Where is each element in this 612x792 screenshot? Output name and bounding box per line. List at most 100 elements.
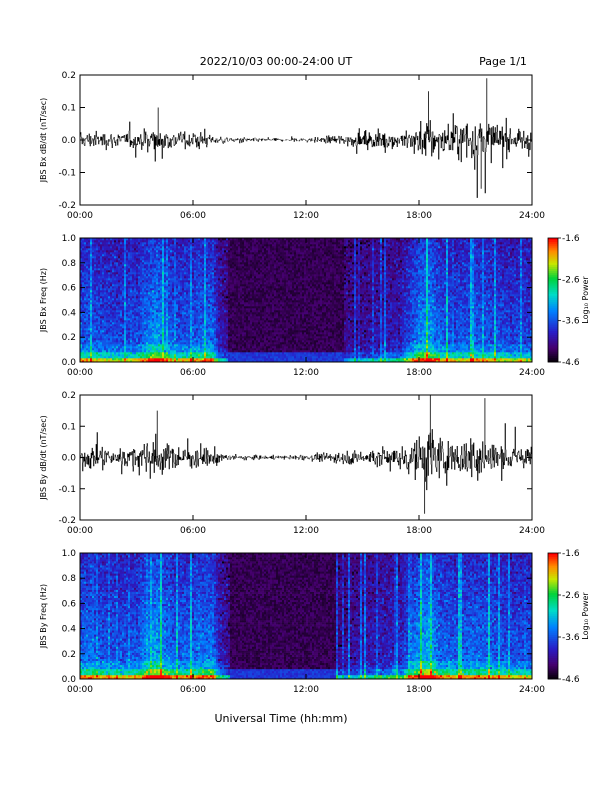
spectrogram-cell [94,342,96,344]
spectrogram-cell [230,256,232,258]
spectrogram-cell [208,290,210,292]
spectrogram-cell [230,290,232,292]
spectrogram-cell [174,322,176,324]
spectrogram-cell [188,306,190,308]
spectrogram-cell [216,302,218,304]
spectrogram-cell [138,270,140,272]
spectrogram-cell [198,280,200,282]
spectrogram-cell [138,266,140,268]
spectrogram-cell [128,300,130,302]
spectrogram-cell [138,302,140,304]
spectrogram-cell [238,354,240,356]
spectrogram-cell [234,312,236,314]
spectrogram-cell [128,292,130,294]
spectrogram-cell [182,356,184,358]
spectrogram-cell [112,328,114,330]
spectrogram-cell [108,268,110,270]
spectrogram-cell [154,348,156,350]
spectrogram-cell [98,354,100,356]
spectrogram-cell [208,320,210,322]
spectrogram-cell [126,264,128,266]
spectrogram-cell [138,312,140,314]
spectrogram-cell [198,246,200,248]
spectrogram-cell [112,338,114,340]
spectrogram-cell [98,310,100,312]
spectrogram-cell [86,332,88,334]
spectrogram-cell [162,348,164,350]
spectrogram-cell [176,314,178,316]
spectrogram-cell [170,290,172,292]
spectrogram-cell [182,264,184,266]
spectrogram-cell [154,320,156,322]
spectrogram-cell [126,314,128,316]
spectrogram-cell [230,296,232,298]
spectrogram-cell [238,290,240,292]
spectrogram-cell [104,242,106,244]
spectrogram-cell [214,346,216,348]
spectrogram-cell [82,252,84,254]
spectrogram-cell [214,242,216,244]
spectrogram-cell [224,272,226,274]
spectrogram-cell [108,276,110,278]
spectrogram-cell [170,348,172,350]
spectrogram-cell [92,310,94,312]
spectrogram-cell [196,296,198,298]
spectrogram-cell [174,296,176,298]
spectrogram-cell [120,280,122,282]
spectrogram-cell [90,246,92,248]
spectrogram-cell [102,322,104,324]
spectrogram-cell [200,292,202,294]
spectrogram-cell [136,334,138,336]
spectrogram-cell [236,266,238,268]
spectrogram-cell [232,316,234,318]
spectrogram-cell [226,322,228,324]
spectrogram-cell [114,336,116,338]
spectrogram-cell [134,248,136,250]
spectrogram-cell [218,284,220,286]
spectrogram-cell [238,286,240,288]
spectrogram-cell [164,278,166,280]
spectrogram-cell [238,278,240,280]
spectrogram-cell [116,262,118,264]
spectrogram-cell [188,266,190,268]
spectrogram-cell [98,324,100,326]
spectrogram-cell [118,292,120,294]
spectrogram-cell [198,256,200,258]
spectrogram-cell [216,294,218,296]
spectrogram-cell [216,276,218,278]
spectrogram-cell [234,266,236,268]
spectrogram-cell [102,254,104,256]
spectrogram-cell [234,274,236,276]
spectrogram-cell [176,304,178,306]
spectrogram-cell [144,268,146,270]
spectrogram-cell [222,266,224,268]
spectrogram-cell [106,294,108,296]
spectrogram-cell [196,286,198,288]
spectrogram-cell [152,240,154,242]
spectrogram-cell [146,324,148,326]
spectrogram-cell [144,248,146,250]
spectrogram-cell [234,300,236,302]
spectrogram-cell [226,268,228,270]
spectrogram-cell [172,250,174,252]
spectrogram-cell [190,314,192,316]
spectrogram-cell [210,248,212,250]
spectrogram-cell [94,302,96,304]
spectrogram-cell [218,338,220,340]
spectrogram-cell [90,260,92,262]
spectrogram-cell [206,316,208,318]
spectrogram-cell [86,304,88,306]
spectrogram-cell [122,318,124,320]
spectrogram-cell [166,282,168,284]
spectrogram-cell [200,268,202,270]
spectrogram-cell [100,282,102,284]
spectrogram-cell [100,252,102,254]
spectrogram-cell [206,314,208,316]
spectrogram-cell [190,288,192,290]
spectrogram-cell [120,266,122,268]
spectrogram-cell [190,262,192,264]
spectrogram-cell [198,312,200,314]
spectrogram-cell [216,334,218,336]
spectrogram-cell [86,334,88,336]
spectrogram-cell [194,336,196,338]
